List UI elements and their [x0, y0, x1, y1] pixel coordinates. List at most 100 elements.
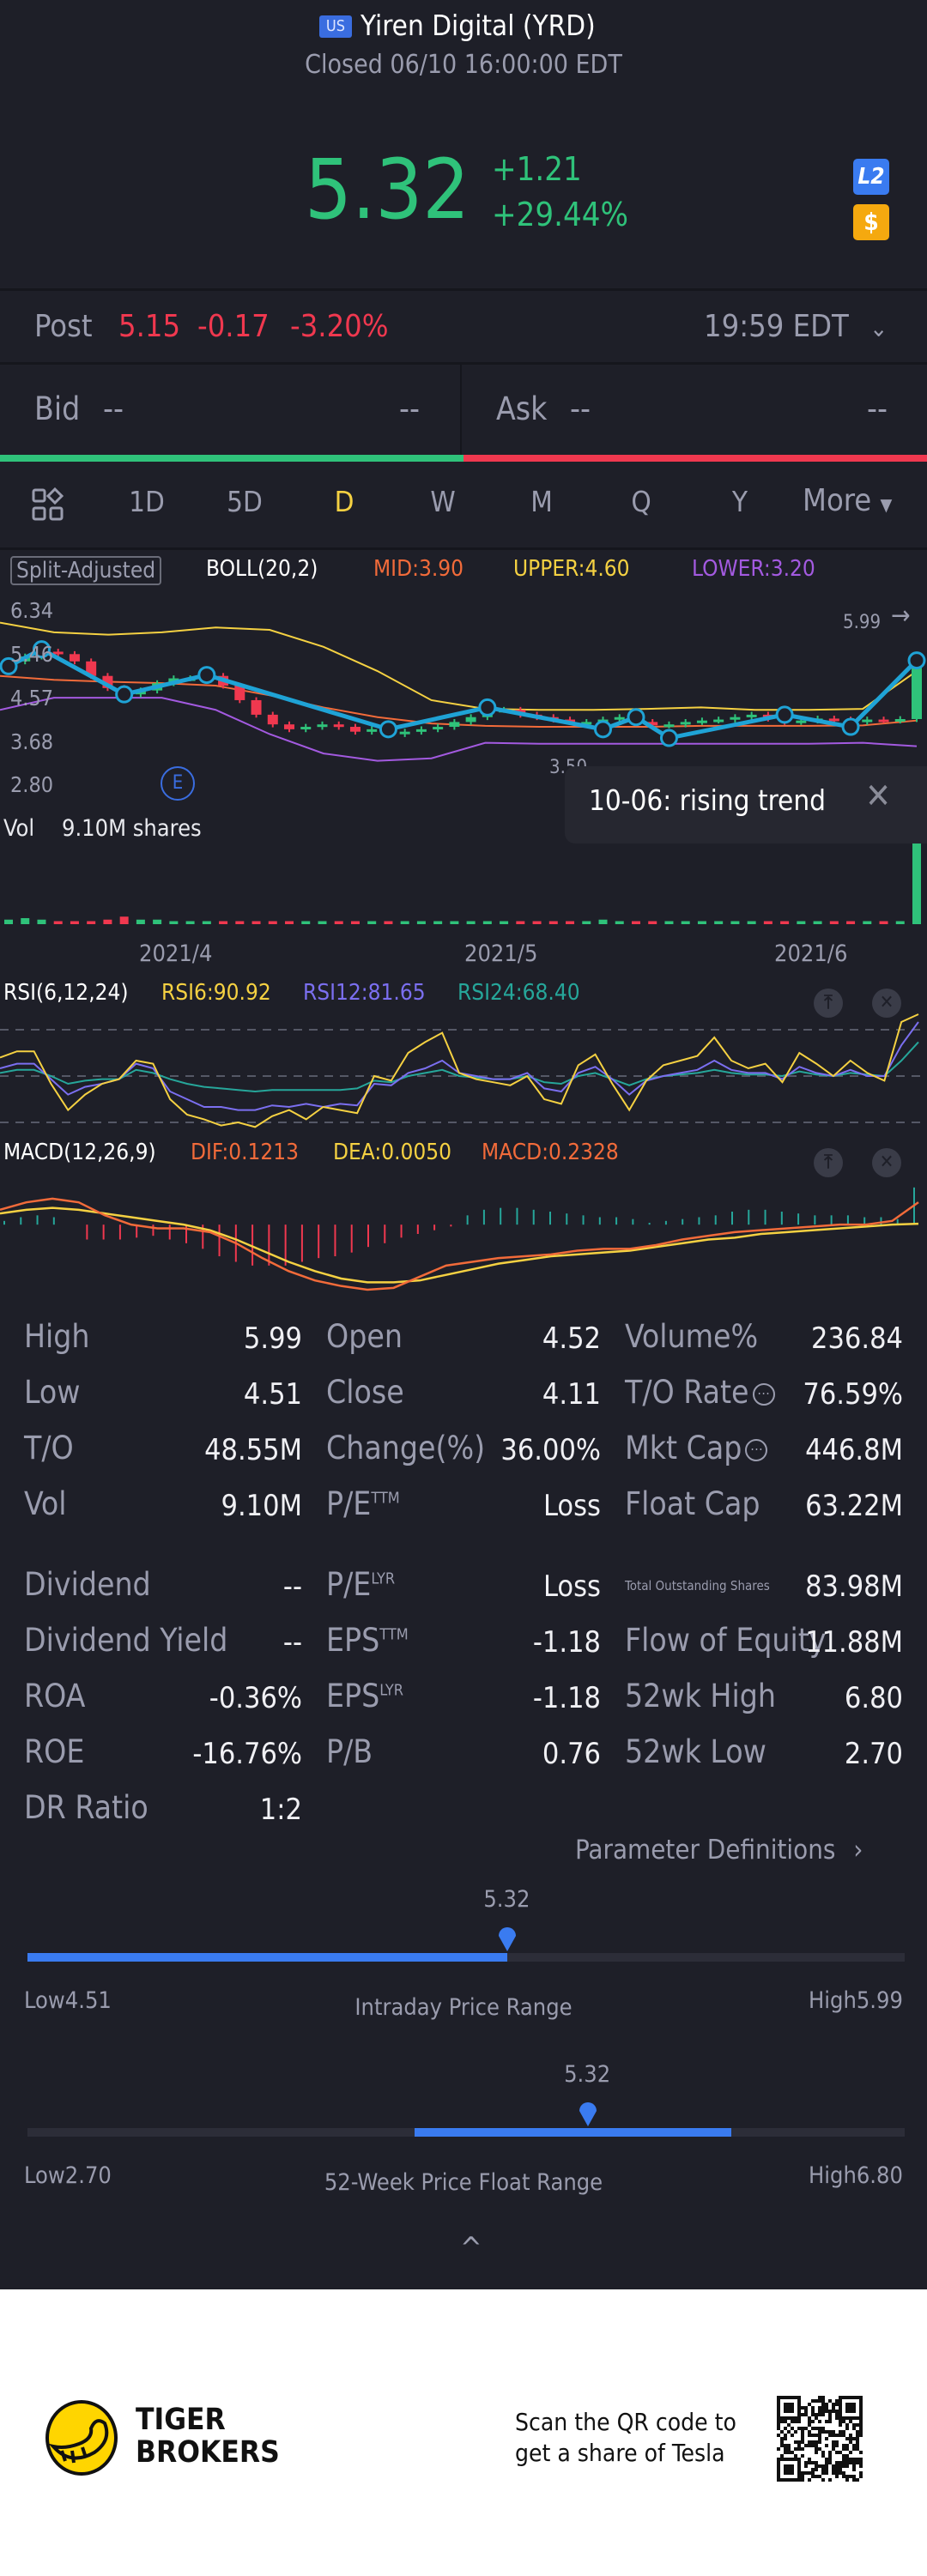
rsi12-line	[0, 1021, 919, 1111]
qr-module	[787, 2410, 791, 2413]
qr-module	[852, 2403, 856, 2406]
volume-bar	[119, 916, 129, 924]
qr-module	[845, 2458, 849, 2461]
qr-module	[797, 2420, 801, 2423]
ask-ratio-bar	[464, 455, 927, 462]
close-icon[interactable]: ✕	[865, 777, 892, 816]
y-tick: 5.46	[10, 642, 54, 667]
qr-module	[842, 2396, 845, 2399]
stat-value: 4.51	[243, 1377, 302, 1412]
post-time-selector[interactable]: 19:59 EDT ⌄	[704, 309, 888, 344]
qr-module	[808, 2420, 811, 2423]
qr-module	[784, 2410, 787, 2413]
split-adjusted-toggle[interactable]: Split-Adjusted	[10, 556, 162, 585]
qr-module	[811, 2413, 815, 2416]
layout-grid-icon[interactable]	[31, 487, 65, 522]
tab-y[interactable]: Y	[731, 485, 748, 518]
tab-q[interactable]: Q	[631, 485, 651, 518]
qr-module	[845, 2396, 849, 2399]
qr-module	[859, 2475, 863, 2478]
tab-1d[interactable]: 1D	[129, 485, 165, 518]
tab-5d[interactable]: 5D	[227, 485, 263, 518]
qr-module	[815, 2464, 818, 2468]
close-rsi-icon[interactable]: ✕	[872, 989, 901, 1018]
qr-module	[839, 2461, 842, 2464]
qr-module	[815, 2444, 818, 2447]
stat-label: 52wk High	[625, 1678, 776, 1714]
info-icon[interactable]: ⋯	[752, 1382, 775, 1406]
qr-module	[784, 2444, 787, 2447]
qr-module	[777, 2464, 780, 2468]
pin-top-icon[interactable]: ⤒	[814, 1148, 843, 1177]
volume-bar	[103, 919, 112, 924]
tab-d[interactable]: D	[334, 485, 354, 518]
brand-name-line2: BROKERS	[136, 2435, 280, 2470]
qr-module	[825, 2468, 828, 2471]
qr-module	[791, 2464, 794, 2468]
qr-module	[801, 2430, 804, 2434]
qr-module	[784, 2396, 787, 2399]
candle	[317, 724, 328, 728]
stat-label: Low	[24, 1374, 80, 1411]
qr-code[interactable]	[777, 2396, 863, 2482]
parameter-definitions-link[interactable]: Parameter Definitions ›	[575, 1835, 863, 1865]
candle	[234, 686, 245, 700]
rsi-chart	[0, 1013, 927, 1128]
bid-ratio-bar	[0, 455, 464, 462]
qr-module	[791, 2458, 794, 2461]
intraday-fill	[27, 1953, 508, 1962]
qr-module	[801, 2471, 804, 2475]
qr-module	[797, 2399, 801, 2403]
stat-value: 5.99	[243, 1321, 302, 1356]
rsi24-value: RSI24:68.40	[457, 980, 580, 1006]
qr-module	[856, 2440, 859, 2444]
volume-bar	[251, 921, 261, 924]
qr-module	[811, 2410, 815, 2413]
signal-tooltip[interactable]: 10-06: rising trend ✕	[565, 766, 927, 844]
qr-module	[821, 2451, 825, 2454]
volume-bar	[268, 921, 277, 924]
qr-module	[784, 2403, 787, 2406]
collapse-chevron-up-icon[interactable]: ^	[460, 2231, 482, 2265]
stat-label: High	[24, 1318, 90, 1355]
price-chart[interactable]	[0, 592, 927, 952]
parameter-definitions-label: Parameter Definitions	[575, 1835, 836, 1865]
volume-bar	[780, 921, 790, 924]
pin-top-icon[interactable]: ⤒	[814, 989, 843, 1018]
tab-m[interactable]: M	[530, 485, 553, 518]
qr-module	[852, 2458, 856, 2461]
volume-bar	[416, 921, 426, 924]
volume-bar	[202, 921, 211, 924]
qr-module	[835, 2434, 839, 2437]
trend-point	[379, 720, 397, 739]
tab-more[interactable]: More ▼	[803, 483, 892, 518]
qr-module	[784, 2447, 787, 2451]
qr-module	[777, 2475, 780, 2478]
trend-point	[775, 705, 794, 724]
volume-bar	[4, 919, 13, 924]
stat-value: 1:2	[259, 1793, 302, 1827]
earnings-event-icon[interactable]: E	[161, 766, 195, 801]
close-macd-icon[interactable]: ✕	[872, 1148, 901, 1177]
stat-label: EPSTTM	[326, 1622, 409, 1659]
qr-module	[787, 2416, 791, 2420]
week52-low: Low2.70	[24, 2162, 112, 2189]
dollar-icon[interactable]: $	[853, 204, 889, 240]
qr-module	[849, 2434, 852, 2437]
qr-module	[859, 2458, 863, 2461]
qr-module	[784, 2468, 787, 2471]
qr-module	[804, 2406, 808, 2410]
stat-value: 63.22M	[805, 1489, 903, 1523]
level2-icon[interactable]: L2	[853, 159, 889, 195]
qr-module	[859, 2427, 863, 2430]
stat-label-text: ROA	[24, 1678, 86, 1714]
qr-module	[787, 2430, 791, 2434]
y-tick: 4.57	[10, 686, 54, 711]
qr-module	[811, 2471, 815, 2475]
bid-price: --	[103, 390, 124, 427]
volume-bar	[37, 919, 46, 924]
brand-name-line1: TIGER	[136, 2403, 226, 2437]
rsi-title: RSI(6,12,24)	[3, 980, 129, 1006]
info-icon[interactable]: ⋯	[745, 1438, 768, 1461]
tab-w[interactable]: W	[430, 485, 456, 518]
